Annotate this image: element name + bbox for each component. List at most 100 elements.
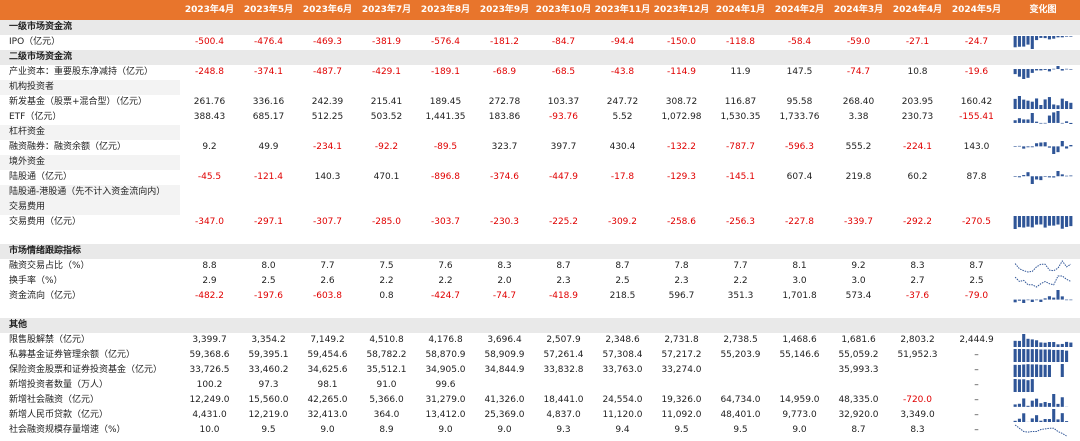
table-cell: 9.3 [556, 425, 571, 435]
sparkline-bar [1065, 216, 1069, 227]
table-cell: -381.9 [371, 37, 401, 47]
trend-cell [1006, 289, 1080, 304]
sparkline-bar [1035, 299, 1039, 301]
table-cell: 34,625.6 [307, 365, 348, 375]
sparkline-bar [1030, 364, 1034, 377]
sparkline-bar [1039, 105, 1043, 109]
table-cell: 430.4 [609, 142, 636, 152]
sparkline-bar [1047, 419, 1051, 422]
table-cell: -500.4 [194, 37, 224, 47]
group-title: 杠杆资金 [0, 125, 180, 140]
sparkline-bar [1022, 175, 1026, 177]
sparkline-bar [1026, 36, 1030, 45]
column-header-month: 2024年2月 [770, 0, 829, 20]
sparkline-bar [1047, 176, 1051, 178]
sparkline-bar [1065, 341, 1069, 347]
table-cell: 42,265.0 [307, 395, 348, 405]
sparkline-chart [1013, 379, 1034, 392]
spacer-cell [0, 230, 1080, 244]
column-header-month: 2023年10月 [534, 0, 593, 20]
table-cell: 2.5 [261, 276, 276, 286]
trend-cell [1006, 110, 1080, 125]
sparkline-bar [1013, 36, 1017, 48]
table-cell: 103.37 [547, 97, 580, 107]
column-header-month: 2023年11月 [593, 0, 652, 20]
group-header-row: 境外资金 [0, 155, 1080, 170]
table-row: 换手率（%） 2.9 2.5 2.6 2.2 2.2 2.0 2.3 2.5 2.3 2.2 3.0 3… [0, 274, 1080, 289]
sparkline-bar [1017, 418, 1021, 422]
table-cell: 3,399.7 [192, 335, 227, 345]
table-cell: 9.5 [674, 425, 689, 435]
table-cell [711, 378, 770, 393]
sparkline-bar [1017, 299, 1021, 301]
table-cell [534, 378, 593, 393]
table-cell: 183.86 [488, 112, 521, 122]
sparkline-bar [1017, 340, 1021, 347]
sparkline-bar [1013, 120, 1017, 123]
sparkline-bar [1035, 398, 1039, 407]
trend-cell [1006, 333, 1080, 348]
table-cell: 55,059.2 [838, 350, 879, 360]
sparkline-bar [1069, 342, 1073, 347]
row-label: 限售股解禁（亿元） [9, 335, 91, 345]
sparkline-bar [1013, 299, 1017, 303]
table-cell: 247.72 [606, 97, 639, 107]
table-cell: 32,920.0 [838, 410, 879, 420]
sparkline-chart [1013, 364, 1064, 377]
table-cell: -482.2 [194, 291, 224, 301]
table-cell: 64,734.0 [720, 395, 761, 405]
trend-cell [1006, 348, 1080, 363]
sparkline-bar [1060, 343, 1064, 347]
table-row: 社会融资规模存量增速（%） 10.0 9.5 9.0 8.9 9.0 9.0 9.3 9.4 9.… [0, 423, 1080, 438]
sparkline-bar [1013, 69, 1017, 75]
sparkline-bar [1043, 419, 1047, 422]
table-cell: -74.7 [492, 291, 517, 301]
table-cell: -309.2 [607, 217, 637, 227]
table-cell: 261.76 [193, 97, 226, 107]
table-cell: 25,369.0 [484, 410, 525, 420]
table-cell: 512.25 [311, 112, 344, 122]
group-title: 交易费用 [0, 200, 180, 215]
sparkline-bar [1017, 379, 1021, 392]
sparkline-bar [1047, 115, 1051, 123]
sparkline-bar [1056, 36, 1060, 38]
table-cell: 3,354.2 [251, 335, 286, 345]
table-cell: -189.1 [430, 67, 460, 77]
sparkline-bar [1069, 122, 1073, 124]
row-label: IPO（亿元） [9, 37, 61, 47]
table-cell: 34,844.9 [484, 365, 525, 375]
sparkline-bar [1056, 216, 1060, 225]
table-cell: -114.9 [666, 67, 696, 77]
table-cell: 2,444.9 [959, 335, 994, 345]
sparkline-chart [1013, 111, 1073, 124]
table-cell: 2.2 [379, 276, 394, 286]
table-cell: 7,149.2 [310, 335, 345, 345]
sparkline-chart [1014, 275, 1072, 288]
group-header-row: 机构投资者 [0, 80, 1080, 95]
table-cell: -424.7 [430, 291, 460, 301]
sparkline-bar [1017, 69, 1021, 77]
sparkline-bar [1060, 36, 1064, 38]
sparkline-bar [1060, 69, 1064, 71]
column-header-month: 2024年5月 [947, 0, 1006, 20]
table-cell: 9.4 [615, 425, 630, 435]
table-cell: 607.4 [786, 172, 813, 182]
table-cell: 5,366.0 [369, 395, 404, 405]
table-cell: 397.7 [550, 142, 577, 152]
table-cell: 8.7 [615, 261, 630, 271]
sparkline-chart [1013, 290, 1073, 303]
table-cell: 9.5 [261, 425, 276, 435]
table-cell: -93.76 [548, 112, 578, 122]
table-cell: -155.41 [959, 112, 994, 122]
table-cell: -303.7 [430, 217, 460, 227]
table-cell: 2.7 [910, 276, 925, 286]
table-cell: -248.8 [194, 67, 224, 77]
sparkline-bar [1022, 99, 1026, 109]
sparkline-bar [1043, 216, 1047, 228]
table-cell: 116.87 [724, 97, 757, 107]
sparkline-bar [1043, 99, 1047, 109]
sparkline-bar [1069, 216, 1073, 227]
row-filler [180, 50, 1080, 65]
table-cell: 11,092.0 [661, 410, 702, 420]
sparkline-line [1014, 260, 1072, 273]
